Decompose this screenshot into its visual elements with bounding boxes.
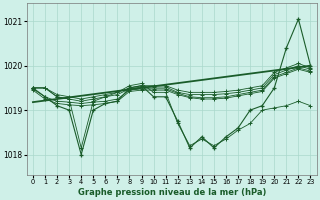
X-axis label: Graphe pression niveau de la mer (hPa): Graphe pression niveau de la mer (hPa) xyxy=(77,188,266,197)
